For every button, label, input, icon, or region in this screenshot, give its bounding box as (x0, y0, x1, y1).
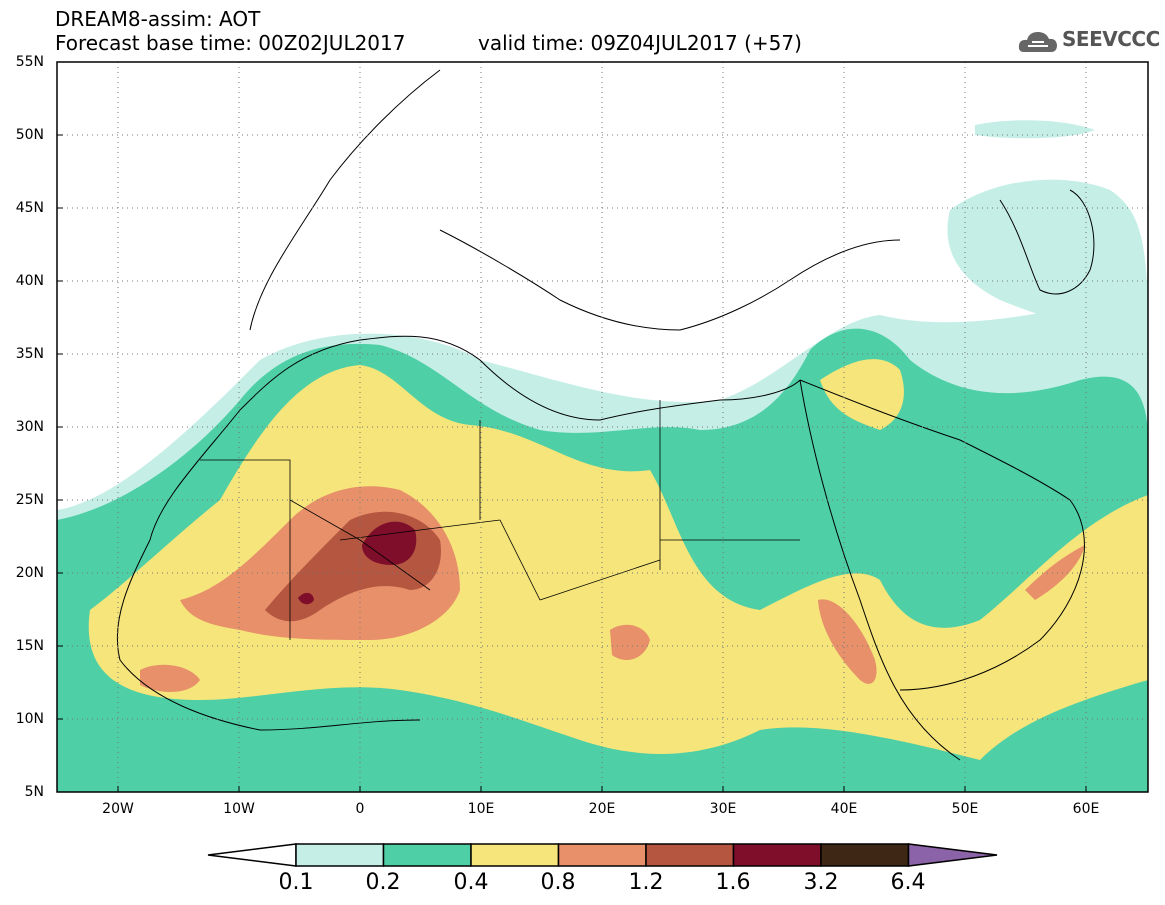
lat-label-20n: 20N (15, 565, 44, 581)
colorbar-box-2 (382, 843, 472, 867)
map-title: DREAM8-assim: AOT (55, 7, 261, 31)
logo-text: SEEVCCC (1062, 27, 1160, 51)
colorbar-label-0-1: 0.1 (278, 870, 314, 895)
colorbar-box-1 (295, 843, 385, 867)
grid-lines (57, 62, 1148, 792)
lat-label-35n: 35N (15, 346, 44, 362)
aot-level-0-1-north (975, 120, 1095, 139)
lon-label-50e: 50E (951, 801, 979, 817)
border-lines (200, 400, 800, 640)
colorbar-label-0-8: 0.8 (540, 870, 576, 895)
colorbar-label-1-2: 1.2 (628, 870, 664, 895)
colorbar-box-7 (820, 843, 910, 867)
valid-time: valid time: 09Z04JUL2017 (+57) (478, 31, 802, 55)
cloud-logo-icon (1018, 32, 1057, 52)
colorbar-box-4 (557, 843, 647, 867)
lat-label-25n: 25N (15, 492, 44, 508)
colorbar-arrow-high (907, 843, 998, 867)
colorbar-box-5 (645, 843, 735, 867)
colorbar-label-0-2: 0.2 (365, 870, 401, 895)
colorbar-label-6-4: 6.4 (890, 870, 926, 895)
coastline-africa-north (149, 335, 801, 541)
lat-label-10n: 10N (15, 711, 44, 727)
aot-level-0-8-west (140, 664, 200, 692)
lat-label-5n: 5N (24, 784, 44, 800)
aot-level-1-6-small (298, 592, 314, 605)
coastline-caspian (999, 189, 1095, 295)
colorbar-box-6 (732, 843, 822, 867)
lat-label-30n: 30N (15, 419, 44, 435)
coastline-africa-west (116, 539, 421, 731)
lon-label-10e: 10E (467, 801, 495, 817)
lon-label-60e: 60E (1072, 801, 1100, 817)
lon-label-10w: 10W (223, 801, 255, 817)
coastline-europe (249, 69, 901, 331)
lon-label-20e: 20E (588, 801, 616, 817)
lon-label-40e: 40E (830, 801, 858, 817)
axis-ticks (57, 61, 1087, 793)
aot-level-0-8-east (610, 624, 650, 660)
forecast-base-time: Forecast base time: 00Z02JUL2017 (55, 31, 406, 55)
colorbar-label-3-2: 3.2 (803, 870, 839, 895)
lon-label-0: 0 (355, 801, 365, 817)
lat-label-15n: 15N (15, 638, 44, 654)
lat-label-40n: 40N (15, 273, 44, 289)
colorbar-box-3 (470, 843, 560, 867)
aot-level-0-8-red-sea (818, 599, 877, 684)
lat-label-50n: 50N (15, 127, 44, 143)
aot-level-0-4 (88, 365, 1148, 760)
coastline-arabia (799, 379, 1085, 691)
colorbar-label-0-4: 0.4 (453, 870, 489, 895)
lon-label-20w: 20W (102, 801, 134, 817)
aot-level-0-1-caspian (947, 179, 1148, 333)
lat-label-55n: 55N (15, 54, 44, 70)
aot-level-0-8-arabia (1025, 545, 1085, 600)
colorbar-arrow-low (207, 843, 297, 867)
coastline-red-sea (799, 379, 961, 761)
lat-label-45n: 45N (15, 200, 44, 216)
lon-label-30e: 30E (709, 801, 737, 817)
colorbar-label-1-6: 1.6 (715, 870, 751, 895)
